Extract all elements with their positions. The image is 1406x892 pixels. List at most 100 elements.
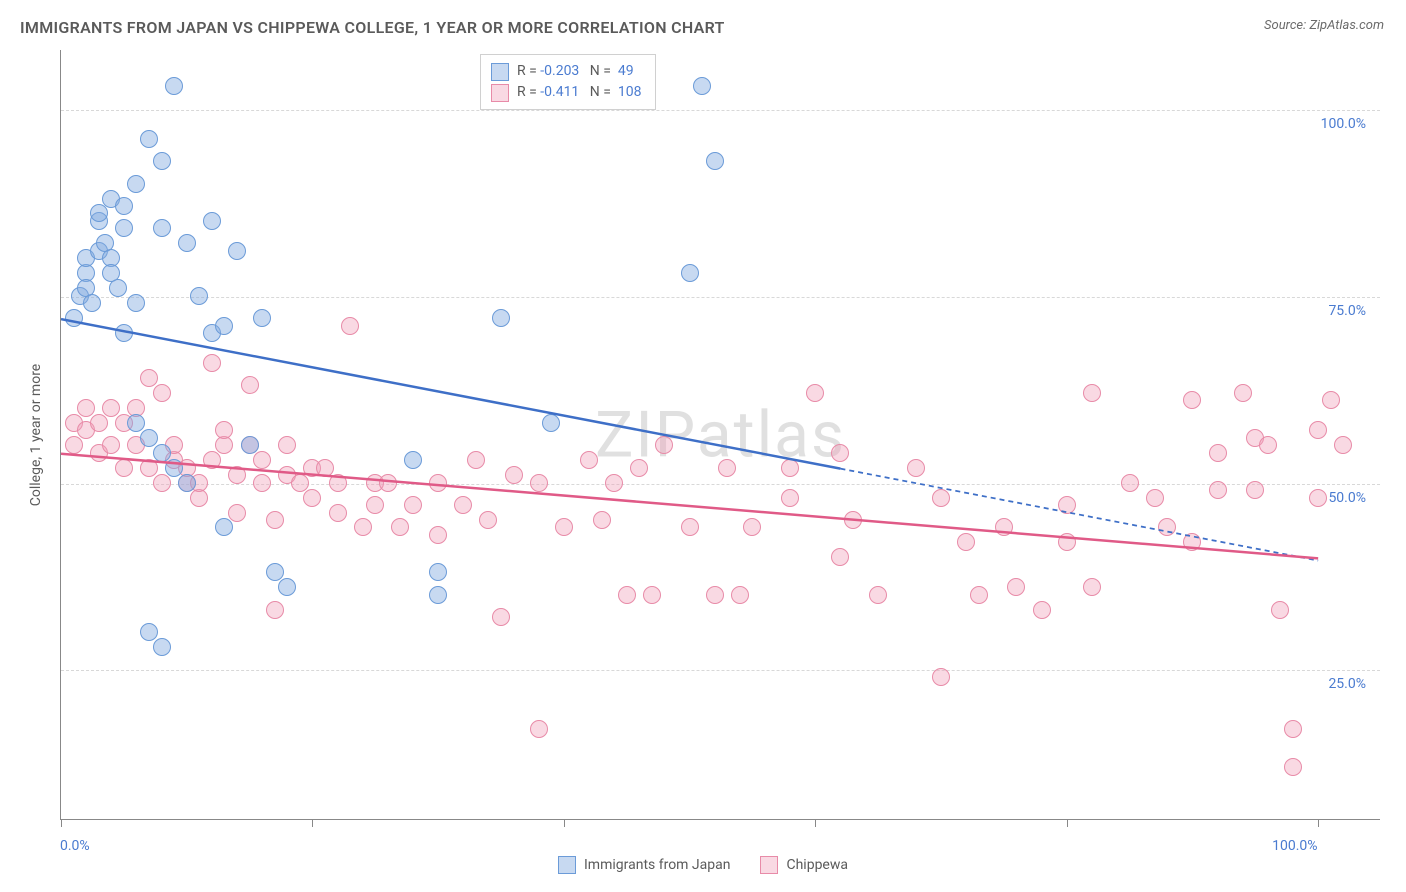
scatter-point xyxy=(278,578,296,596)
scatter-point xyxy=(253,474,271,492)
scatter-point xyxy=(140,459,158,477)
scatter-point xyxy=(1083,384,1101,402)
legend-row: R = -0.203 N = 49 xyxy=(491,61,641,82)
scatter-point xyxy=(1309,421,1327,439)
scatter-point xyxy=(1121,474,1139,492)
scatter-point xyxy=(681,518,699,536)
scatter-point xyxy=(102,399,120,417)
scatter-point xyxy=(706,152,724,170)
scatter-point xyxy=(329,504,347,522)
scatter-point xyxy=(153,638,171,656)
scatter-point xyxy=(542,414,560,432)
scatter-point xyxy=(115,219,133,237)
scatter-point xyxy=(907,459,925,477)
x-tick xyxy=(564,819,565,827)
scatter-point xyxy=(253,451,271,469)
scatter-point xyxy=(492,309,510,327)
source-label: Source: xyxy=(1264,18,1306,33)
scatter-point xyxy=(266,601,284,619)
scatter-point xyxy=(253,309,271,327)
scatter-point xyxy=(140,369,158,387)
x-tick xyxy=(1067,819,1068,827)
scatter-point xyxy=(140,130,158,148)
scatter-point xyxy=(1183,391,1201,409)
scatter-point xyxy=(140,623,158,641)
scatter-point xyxy=(404,496,422,514)
scatter-point xyxy=(1271,601,1289,619)
scatter-point xyxy=(957,533,975,551)
scatter-point xyxy=(215,317,233,335)
scatter-point xyxy=(831,548,849,566)
scatter-point xyxy=(165,459,183,477)
scatter-point xyxy=(618,586,636,604)
scatter-point xyxy=(530,720,548,738)
legend-item: Immigrants from Japan xyxy=(558,856,730,874)
scatter-point xyxy=(278,436,296,454)
scatter-point xyxy=(241,376,259,394)
scatter-point xyxy=(706,586,724,604)
plot-area: ZIPatlas 25.0%50.0%75.0%100.0% xyxy=(60,50,1380,820)
scatter-point xyxy=(781,459,799,477)
series-legend: Immigrants from JapanChippewa xyxy=(558,856,848,874)
scatter-point xyxy=(1183,533,1201,551)
scatter-point xyxy=(303,489,321,507)
y-tick-label: 50.0% xyxy=(1328,490,1372,506)
x-tick xyxy=(815,819,816,827)
scatter-point xyxy=(153,444,171,462)
scatter-point xyxy=(115,324,133,342)
scatter-point xyxy=(492,608,510,626)
scatter-point xyxy=(844,511,862,529)
scatter-point xyxy=(115,197,133,215)
scatter-point xyxy=(1259,436,1277,454)
scatter-point xyxy=(127,175,145,193)
chart-title: IMMIGRANTS FROM JAPAN VS CHIPPEWA COLLEG… xyxy=(20,18,725,37)
scatter-point xyxy=(429,526,447,544)
scatter-point xyxy=(593,511,611,529)
scatter-point xyxy=(153,219,171,237)
scatter-point xyxy=(718,459,736,477)
scatter-point xyxy=(429,474,447,492)
scatter-point xyxy=(693,77,711,95)
trend-line xyxy=(61,454,1318,559)
scatter-point xyxy=(743,518,761,536)
scatter-point xyxy=(354,518,372,536)
scatter-point xyxy=(731,586,749,604)
gridline xyxy=(61,670,1380,671)
scatter-point xyxy=(555,518,573,536)
scatter-point xyxy=(228,242,246,260)
scatter-point xyxy=(970,586,988,604)
scatter-point xyxy=(530,474,548,492)
scatter-point xyxy=(228,466,246,484)
scatter-point xyxy=(1209,444,1227,462)
scatter-point xyxy=(1058,533,1076,551)
scatter-point xyxy=(429,586,447,604)
scatter-point xyxy=(391,518,409,536)
scatter-point xyxy=(932,668,950,686)
scatter-point xyxy=(165,77,183,95)
scatter-point xyxy=(203,451,221,469)
legend-swatch xyxy=(491,63,509,81)
scatter-point xyxy=(1234,384,1252,402)
scatter-point xyxy=(995,518,1013,536)
scatter-point xyxy=(215,421,233,439)
scatter-point xyxy=(140,429,158,447)
scatter-point xyxy=(316,459,334,477)
gridline xyxy=(61,110,1380,111)
scatter-point xyxy=(127,414,145,432)
scatter-point xyxy=(1322,391,1340,409)
scatter-point xyxy=(127,294,145,312)
legend-text: R = -0.203 N = 49 xyxy=(517,61,634,82)
scatter-point xyxy=(605,474,623,492)
legend-swatch xyxy=(558,856,576,874)
scatter-point xyxy=(153,474,171,492)
scatter-point xyxy=(203,354,221,372)
legend-row: R = -0.411 N = 108 xyxy=(491,82,641,103)
y-axis-label: College, 1 year or more xyxy=(28,364,44,506)
scatter-point xyxy=(869,586,887,604)
scatter-point xyxy=(215,518,233,536)
scatter-point xyxy=(65,436,83,454)
legend-swatch xyxy=(760,856,778,874)
scatter-point xyxy=(479,511,497,529)
scatter-point xyxy=(1058,496,1076,514)
scatter-point xyxy=(178,474,196,492)
